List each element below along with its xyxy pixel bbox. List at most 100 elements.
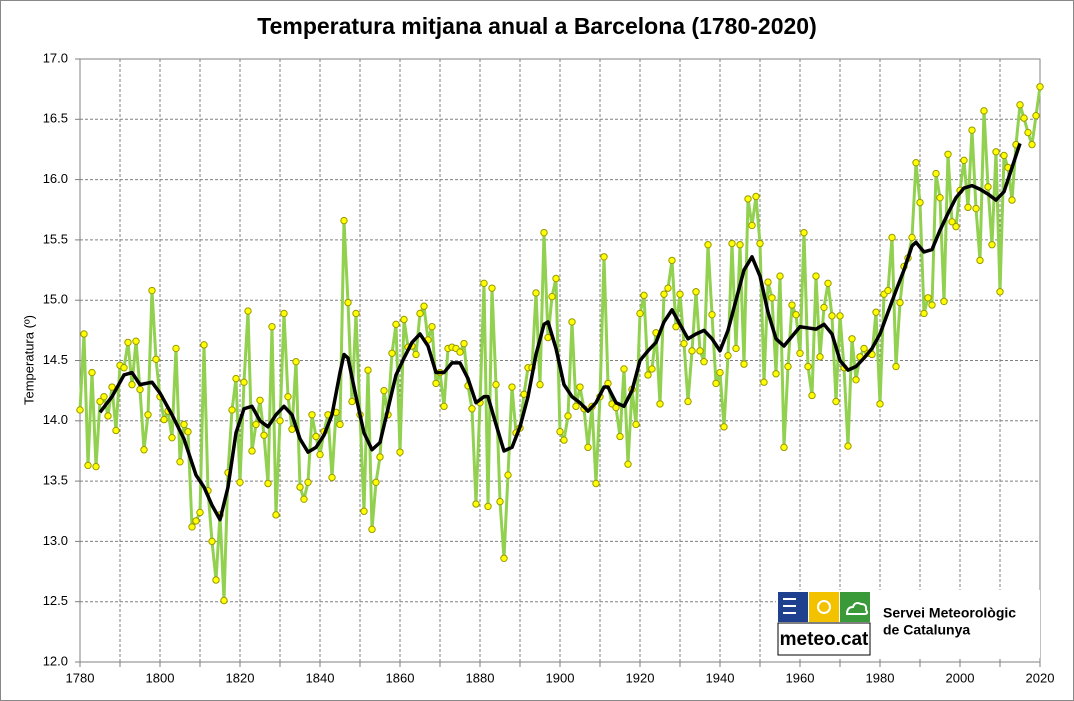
- point: [260, 431, 268, 439]
- point: [944, 150, 952, 158]
- point: [428, 323, 436, 331]
- x-tick-label: 1880: [466, 670, 495, 685]
- point: [592, 479, 600, 488]
- y-tick-label: 12.5: [43, 593, 68, 608]
- point: [708, 310, 716, 319]
- y-tick-label: 14.0: [43, 412, 68, 427]
- y-tick-label: 15.0: [43, 292, 68, 307]
- point: [328, 473, 336, 482]
- point: [724, 351, 732, 360]
- point: [656, 400, 664, 408]
- point: [680, 339, 688, 348]
- point: [276, 417, 284, 425]
- point: [832, 397, 840, 406]
- point: [716, 368, 724, 377]
- point: [1000, 151, 1008, 160]
- point: [924, 294, 932, 302]
- point: [120, 364, 128, 372]
- point: [200, 341, 208, 349]
- x-tick-label: 1860: [386, 670, 415, 685]
- point: [1008, 196, 1016, 204]
- x-tick-label: 1960: [786, 670, 815, 685]
- point: [100, 392, 108, 401]
- point: [700, 358, 708, 366]
- point: [664, 284, 672, 292]
- point: [776, 272, 784, 280]
- point: [764, 278, 772, 286]
- point: [372, 478, 380, 487]
- point: [960, 156, 968, 165]
- logo-cloud: [845, 602, 869, 615]
- point: [996, 288, 1004, 296]
- point: [800, 228, 808, 237]
- point: [500, 554, 508, 562]
- point: [936, 193, 944, 202]
- point: [128, 380, 136, 389]
- point: [824, 279, 832, 288]
- logo-sun: [817, 600, 831, 614]
- point: [984, 183, 992, 191]
- logo-line2: de Catalunya: [883, 622, 970, 638]
- point: [144, 411, 152, 419]
- point: [828, 312, 836, 320]
- point: [940, 297, 948, 306]
- point: [208, 537, 216, 546]
- point: [1028, 140, 1036, 149]
- x-tick-label: 1980: [866, 670, 895, 685]
- point: [632, 420, 640, 429]
- point: [388, 349, 396, 357]
- point: [860, 344, 868, 353]
- point: [852, 376, 860, 384]
- smoothed-line: [98, 142, 1022, 522]
- point: [768, 294, 776, 302]
- y-tick-label: 16.0: [43, 171, 68, 186]
- point: [456, 348, 464, 356]
- point: [232, 374, 240, 383]
- point: [696, 347, 704, 355]
- point: [264, 479, 272, 488]
- point: [784, 362, 792, 371]
- point: [624, 460, 632, 468]
- point: [240, 378, 248, 386]
- point: [80, 330, 88, 338]
- point: [300, 495, 308, 503]
- point: [412, 350, 420, 359]
- y-axis-label: Temperatura (º): [21, 315, 36, 405]
- point: [256, 396, 264, 404]
- point: [488, 284, 496, 292]
- point: [896, 298, 904, 307]
- data: [76, 83, 1044, 605]
- logo-line1: Servei Meteorològic: [883, 605, 1016, 621]
- point: [796, 349, 804, 357]
- point: [1032, 111, 1040, 120]
- point: [916, 198, 924, 207]
- point: [1020, 114, 1028, 122]
- point: [252, 420, 260, 429]
- point: [376, 453, 384, 461]
- point: [396, 448, 404, 456]
- point: [884, 286, 892, 295]
- y-tick-label: 17.0: [43, 50, 68, 65]
- point: [192, 517, 200, 525]
- point: [908, 233, 916, 242]
- point: [508, 383, 516, 391]
- point: [348, 397, 356, 406]
- point: [920, 309, 928, 318]
- point: [892, 362, 900, 371]
- point: [684, 397, 692, 406]
- y-tick-label: 16.5: [43, 111, 68, 126]
- point: [540, 228, 548, 237]
- point: [168, 433, 176, 442]
- point: [96, 397, 104, 406]
- point: [728, 239, 736, 248]
- point: [268, 323, 276, 331]
- point: [976, 256, 984, 265]
- point: [1016, 101, 1024, 109]
- point: [676, 290, 684, 298]
- point: [420, 302, 428, 310]
- logo: meteo.cat Servei Meteorològic de Catalun…: [776, 590, 1040, 658]
- point: [636, 309, 644, 318]
- point: [364, 366, 372, 374]
- point: [736, 241, 744, 249]
- point: [988, 241, 996, 249]
